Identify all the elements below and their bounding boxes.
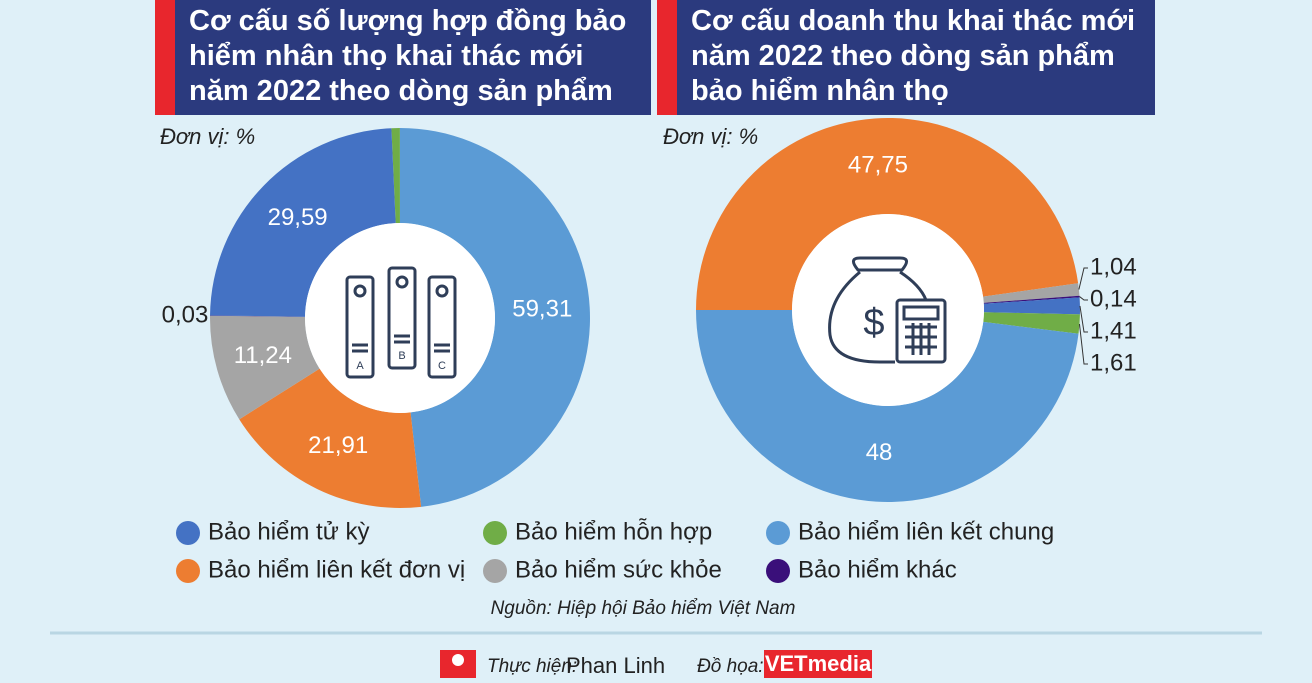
legend-swatch xyxy=(176,521,200,545)
donut-slice xyxy=(391,128,400,224)
svg-text:$: $ xyxy=(863,302,884,344)
brand: VETmedia xyxy=(765,651,872,676)
donut-slice xyxy=(983,283,1080,303)
donut-slice xyxy=(210,128,396,317)
money-icon: $ xyxy=(828,256,947,364)
legend-label: Bảo hiểm liên kết chung xyxy=(798,518,1054,545)
legend-label: Bảo hiểm khác xyxy=(798,556,957,583)
leader-line xyxy=(1079,305,1088,333)
donut-slice xyxy=(239,368,422,509)
legend-swatch xyxy=(766,521,790,545)
chart-title: Cơ cấu số lượng hợp đồng bảo hiểm nhân t… xyxy=(155,0,651,115)
leader-line xyxy=(1078,267,1088,290)
legend-swatch xyxy=(176,559,200,583)
donut-hole xyxy=(792,214,984,406)
chart-title: Cơ cấu doanh thu khai thác mới năm 2022 … xyxy=(657,0,1155,115)
brand-box xyxy=(764,650,872,678)
author-icon-head xyxy=(452,654,464,666)
value-label: 11,24 xyxy=(234,342,292,369)
leader-line xyxy=(1079,296,1088,301)
unit-label: Đơn vị: % xyxy=(663,124,758,149)
svg-text:A: A xyxy=(356,360,364,372)
donut-slice xyxy=(983,297,1080,315)
value-label: 48 xyxy=(866,439,893,466)
svg-text:B: B xyxy=(398,350,405,362)
legend-label: Bảo hiểm sức khỏe xyxy=(515,556,722,583)
donut-slice xyxy=(983,312,1080,334)
value-label: 21,91 xyxy=(308,432,368,459)
donut-slice xyxy=(210,315,306,317)
legend-label: Bảo hiểm hỗn hợp xyxy=(515,518,712,545)
legend-label: Bảo hiểm tử kỳ xyxy=(208,518,369,545)
value-label: 0,03 xyxy=(162,301,209,328)
donut-slice xyxy=(210,315,320,420)
donut-slice xyxy=(983,295,1080,304)
donut-hole xyxy=(305,223,495,413)
value-label: 1,61 xyxy=(1090,349,1137,376)
donut-slice xyxy=(696,310,1079,503)
value-label: 47,75 xyxy=(848,152,908,179)
value-label: 1,41 xyxy=(1090,317,1137,344)
legend-swatch xyxy=(483,559,507,583)
legend-swatch xyxy=(766,559,790,583)
author-label: Thực hiện: xyxy=(487,656,577,677)
author: Phan Linh xyxy=(566,653,665,678)
binders-icon: A B C xyxy=(345,266,457,379)
value-label: 29,59 xyxy=(268,204,328,231)
unit-label: Đơn vị: % xyxy=(160,124,255,149)
donut-slice xyxy=(399,128,591,507)
svg-text:C: C xyxy=(438,360,446,372)
donut-slice xyxy=(696,118,1079,310)
value-label: 59,31 xyxy=(512,295,572,322)
value-label: 1,04 xyxy=(1090,253,1137,280)
source: Nguồn: Hiệp hội Bảo hiểm Việt Nam xyxy=(491,598,796,619)
value-label: 0,14 xyxy=(1090,285,1137,312)
legend-swatch xyxy=(483,521,507,545)
legend-label: Bảo hiểm liên kết đơn vị xyxy=(208,556,465,583)
leader-line xyxy=(1078,324,1088,365)
design-label: Đồ họa: xyxy=(697,656,764,677)
